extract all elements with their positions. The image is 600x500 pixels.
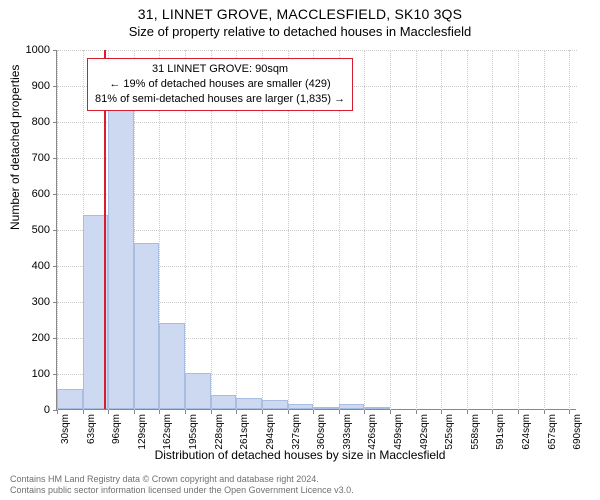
x-tick-label: 624sqm	[521, 414, 532, 450]
x-tick-mark	[236, 410, 237, 414]
footer-line1: Contains HM Land Registry data © Crown c…	[10, 474, 354, 485]
x-tick-label: 459sqm	[393, 414, 404, 450]
histogram-bar	[134, 243, 160, 409]
x-tick-mark	[544, 410, 545, 414]
gridline-v	[390, 50, 391, 410]
x-tick-mark	[134, 410, 135, 414]
footer-attribution: Contains HM Land Registry data © Crown c…	[10, 474, 354, 497]
y-tick-label: 300	[20, 296, 50, 308]
gridline-v	[467, 50, 468, 410]
chart-title-main: 31, LINNET GROVE, MACCLESFIELD, SK10 3QS	[0, 0, 600, 22]
histogram-bar	[211, 395, 237, 409]
chart-title-sub: Size of property relative to detached ho…	[0, 22, 600, 39]
gridline-v	[518, 50, 519, 410]
x-tick-mark	[416, 410, 417, 414]
x-tick-mark	[211, 410, 212, 414]
x-tick-mark	[569, 410, 570, 414]
x-tick-label: 294sqm	[265, 414, 276, 450]
info-box-line3: 81% of semi-detached houses are larger (…	[95, 92, 345, 107]
x-tick-label: 558sqm	[470, 414, 481, 450]
x-tick-label: 426sqm	[367, 414, 378, 450]
info-box-line2: ← 19% of detached houses are smaller (42…	[95, 77, 345, 92]
x-tick-mark	[288, 410, 289, 414]
y-tick-label: 700	[20, 152, 50, 164]
x-tick-mark	[159, 410, 160, 414]
x-tick-mark	[185, 410, 186, 414]
x-tick-mark	[262, 410, 263, 414]
gridline-v	[441, 50, 442, 410]
x-tick-mark	[83, 410, 84, 414]
x-tick-label: 525sqm	[444, 414, 455, 450]
gridline-h	[57, 158, 577, 159]
y-tick-label: 400	[20, 260, 50, 272]
gridline-v	[492, 50, 493, 410]
y-tick-label: 0	[20, 404, 50, 416]
x-tick-label: 327sqm	[291, 414, 302, 450]
x-tick-label: 96sqm	[111, 414, 122, 444]
x-tick-label: 492sqm	[419, 414, 430, 450]
property-info-box: 31 LINNET GROVE: 90sqm← 19% of detached …	[87, 58, 353, 111]
x-tick-label: 129sqm	[137, 414, 148, 450]
y-tick-label: 1000	[20, 44, 50, 56]
histogram-bar	[57, 389, 83, 409]
histogram-bar	[159, 323, 185, 409]
x-tick-label: 360sqm	[316, 414, 327, 450]
x-tick-mark	[313, 410, 314, 414]
x-tick-label: 657sqm	[547, 414, 558, 450]
chart-container: 30sqm63sqm96sqm129sqm162sqm195sqm228sqm2…	[56, 50, 576, 410]
histogram-bar	[185, 373, 211, 409]
x-tick-mark	[339, 410, 340, 414]
x-tick-mark	[390, 410, 391, 414]
x-tick-mark	[364, 410, 365, 414]
gridline-h	[57, 50, 577, 51]
plot-area: 30sqm63sqm96sqm129sqm162sqm195sqm228sqm2…	[56, 50, 576, 410]
x-tick-label: 30sqm	[60, 414, 71, 444]
x-axis-label: Distribution of detached houses by size …	[0, 448, 600, 462]
histogram-bar	[339, 404, 365, 409]
y-tick-label: 200	[20, 332, 50, 344]
histogram-bar	[262, 400, 288, 409]
info-box-line1: 31 LINNET GROVE: 90sqm	[95, 62, 345, 77]
gridline-h	[57, 194, 577, 195]
y-tick-label: 900	[20, 80, 50, 92]
gridline-v	[57, 50, 58, 410]
footer-line2: Contains public sector information licen…	[10, 485, 354, 496]
x-tick-label: 63sqm	[86, 414, 97, 444]
x-tick-label: 195sqm	[188, 414, 199, 450]
x-tick-mark	[441, 410, 442, 414]
histogram-bar	[288, 404, 314, 409]
gridline-h	[57, 230, 577, 231]
y-tick-label: 500	[20, 224, 50, 236]
x-tick-label: 162sqm	[162, 414, 173, 450]
histogram-bar	[364, 407, 390, 409]
x-tick-label: 261sqm	[239, 414, 250, 450]
x-tick-label: 690sqm	[572, 414, 583, 450]
x-tick-label: 393sqm	[342, 414, 353, 450]
gridline-v	[416, 50, 417, 410]
gridline-v	[364, 50, 365, 410]
gridline-v	[569, 50, 570, 410]
histogram-bar	[313, 407, 339, 409]
x-tick-label: 591sqm	[495, 414, 506, 450]
y-tick-label: 600	[20, 188, 50, 200]
x-tick-mark	[467, 410, 468, 414]
x-tick-mark	[492, 410, 493, 414]
y-tick-label: 100	[20, 368, 50, 380]
histogram-bar	[236, 398, 262, 409]
gridline-v	[544, 50, 545, 410]
gridline-h	[57, 122, 577, 123]
x-tick-mark	[57, 410, 58, 414]
x-tick-label: 228sqm	[214, 414, 225, 450]
x-tick-mark	[518, 410, 519, 414]
x-tick-mark	[108, 410, 109, 414]
histogram-bar	[108, 110, 134, 409]
y-tick-label: 800	[20, 116, 50, 128]
